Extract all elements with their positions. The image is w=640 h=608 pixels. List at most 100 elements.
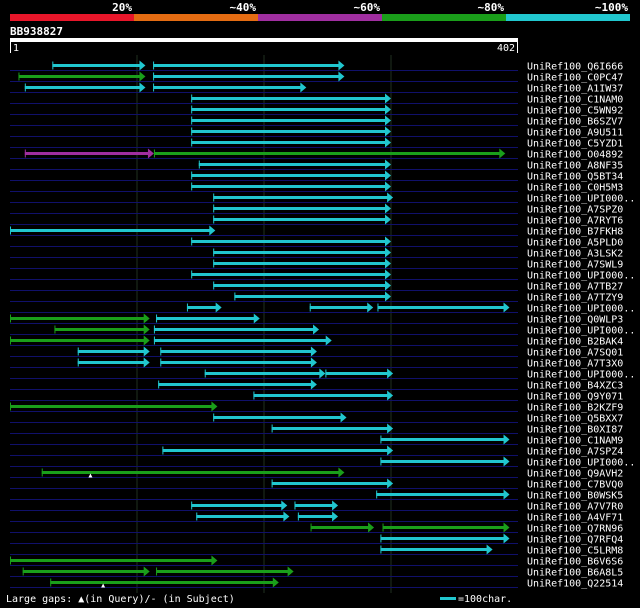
hit-row: UniRef100_A8NF35 [10,159,623,172]
hit-label: UniRef100_UPI000.. [527,370,635,381]
segment-arrowhead [332,511,339,522]
segment-arrowhead [387,192,394,203]
alignment-segment [77,350,145,353]
hit-row: UniRef100_A7V7R0 [10,500,623,513]
segment-arrowhead [143,313,150,324]
hit-row: UniRef100_Q7RFQ4 [10,533,623,546]
hit-label: UniRef100_C0H5M3 [527,183,623,194]
segment-arrowhead [253,313,260,324]
alignment-segment [294,504,334,507]
alignment-segment [196,515,285,518]
alignment-segment [158,383,312,386]
query-gap-marker [101,583,106,588]
hit-label: UniRef100_C5LRM8 [527,546,623,557]
alignment-segment [213,416,342,419]
scale-label-1: 20% [112,1,132,14]
hit-row: UniRef100_B0WSK5 [10,489,623,502]
alignment-segment [213,207,386,210]
segment-arrowhead [325,335,332,346]
hit-label: UniRef100_C1NAM0 [527,95,623,106]
alignment-segment [153,152,501,155]
hit-row: UniRef100_A9U511 [10,126,623,139]
segment-arrowhead [211,555,218,566]
hit-rows: UniRef100_Q6I666UniRef100_C0PC47UniRef10… [10,60,635,590]
hit-label: UniRef100_UPI000.. [527,304,635,315]
hit-label: UniRef100_Q5BT34 [527,172,623,183]
hit-row: UniRef100_C5LRM8 [10,544,623,557]
query-end-label: 402 [497,43,515,54]
hit-label: UniRef100_O04892 [527,150,623,161]
segment-arrowhead [387,478,394,489]
segment-arrowhead [310,379,317,390]
alignment-segment [380,548,488,551]
scale-segment-4 [382,14,506,21]
hit-label: UniRef100_Q0WLP3 [527,315,623,326]
hit-row: UniRef100_B7FKH8 [10,225,623,238]
hit-label: UniRef100_B2BAK4 [527,337,623,348]
hit-label: UniRef100_Q6I666 [527,62,623,73]
query-start-label: 1 [13,43,19,54]
segment-arrowhead [503,302,510,313]
alignment-segment [253,394,389,397]
hit-label: UniRef100_Q9AVH2 [527,469,623,480]
segment-arrowhead [287,566,294,577]
hit-row: UniRef100_Q5BT34 [10,170,623,183]
segment-arrowhead [486,544,493,555]
scale-segment-2 [134,14,258,21]
alignment-segment [297,515,334,518]
hit-row: UniRef100_C1NAM0 [10,93,623,106]
alignment-segment [156,317,255,320]
alignment-segment [382,526,505,529]
alignment-segment [377,306,505,309]
hit-row: UniRef100_UPI000.. [10,456,635,469]
segment-arrowhead [143,346,150,357]
alignment-segment [271,482,389,485]
alignment-segment [24,86,141,89]
hit-label: UniRef100_A8NF35 [527,161,623,172]
alignment-segment [213,284,386,287]
segment-arrowhead [147,148,154,159]
segment-arrowhead [338,71,345,82]
hit-label: UniRef100_B6SZV7 [527,117,623,128]
segment-arrowhead [319,368,326,379]
hit-row: UniRef100_UPI000.. [10,302,635,315]
hit-row: UniRef100_A7TZY9 [10,291,623,304]
hit-label: UniRef100_Q7RN96 [527,524,623,535]
hit-row: UniRef100_O04892 [10,148,623,161]
alignment-segment [153,339,327,342]
alignment-segment [191,504,283,507]
segment-arrowhead [385,170,391,181]
segment-arrowhead [385,258,391,269]
hit-label: UniRef100_Q9Y071 [527,392,623,403]
alignment-segment [10,339,145,342]
hit-label: UniRef100_A1IW37 [527,84,623,95]
hit-row: UniRef100_UPI000.. [10,324,635,337]
hit-row: UniRef100_B6V6S6 [10,555,623,568]
hit-row: UniRef100_A3LSK2 [10,247,623,260]
segment-arrowhead [387,390,394,401]
query-line [10,38,518,42]
segment-arrowhead [385,137,391,148]
hit-row: UniRef100_UPI000.. [10,269,635,282]
hit-row: UniRef100_Q6I666 [10,60,623,73]
segment-arrowhead [499,148,506,159]
hit-row: UniRef100_A7SWL9 [10,258,623,271]
alignment-segment [213,196,389,199]
alignment-segment [153,64,340,67]
hit-label: UniRef100_C5YZD1 [527,139,623,150]
hit-row: UniRef100_Q9Y071 [10,390,623,403]
segment-arrowhead [338,467,345,478]
segment-arrowhead [503,434,510,445]
segment-arrowhead [143,335,150,346]
segment-arrowhead [143,324,150,335]
alignment-segment [325,372,389,375]
hit-label: UniRef100_B4XZC3 [527,381,623,392]
hit-label: UniRef100_Q22514 [527,579,623,590]
alignment-segment [234,295,386,298]
hit-row: UniRef100_UPI000.. [10,368,635,381]
alignment-segment [153,86,302,89]
hit-row: UniRef100_B2BAK4 [10,335,623,348]
hit-row: UniRef100_A4VF71 [10,511,623,524]
segment-arrowhead [313,324,320,335]
